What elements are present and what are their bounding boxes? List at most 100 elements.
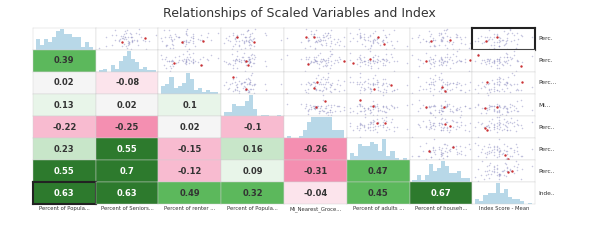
Point — [426, 80, 435, 84]
Point — [359, 109, 369, 113]
Point — [454, 151, 463, 155]
Point — [121, 37, 130, 41]
Point — [202, 36, 212, 39]
Point — [310, 55, 319, 58]
Bar — [198, 88, 202, 94]
Point — [368, 104, 377, 108]
Point — [452, 60, 462, 63]
Point — [321, 112, 331, 115]
Point — [312, 40, 322, 43]
Point — [416, 106, 425, 110]
Point — [494, 108, 504, 112]
Point — [315, 109, 325, 113]
Point — [451, 60, 461, 64]
Point — [436, 39, 446, 43]
Point — [436, 128, 446, 132]
Point — [512, 59, 522, 63]
Point — [487, 104, 496, 107]
Point — [366, 67, 376, 70]
Point — [499, 55, 508, 59]
Point — [505, 90, 515, 94]
Point — [374, 122, 383, 125]
Point — [363, 47, 373, 51]
Text: -0.04: -0.04 — [303, 189, 328, 198]
Point — [187, 36, 196, 39]
Point — [185, 38, 195, 42]
Point — [429, 43, 439, 47]
Point — [157, 39, 167, 43]
Point — [164, 59, 173, 63]
Point — [171, 61, 181, 65]
Point — [437, 56, 446, 59]
Point — [509, 49, 519, 53]
Point — [456, 41, 466, 45]
Point — [492, 163, 502, 167]
Point — [121, 29, 130, 33]
Point — [196, 63, 206, 67]
Point — [497, 152, 507, 156]
Point — [473, 83, 483, 87]
Point — [325, 35, 335, 39]
Point — [188, 58, 198, 62]
Bar — [287, 136, 291, 138]
Point — [439, 142, 448, 146]
Point — [177, 40, 187, 44]
Point — [123, 28, 132, 32]
Point — [378, 29, 388, 32]
Point — [243, 28, 253, 32]
Point — [384, 32, 393, 36]
Point — [489, 82, 499, 86]
Point — [228, 33, 238, 37]
Point — [372, 121, 382, 125]
Point — [494, 36, 504, 39]
Text: Relationships of Scaled Variables and Index: Relationships of Scaled Variables and In… — [163, 7, 435, 20]
Point — [296, 40, 306, 44]
Point — [476, 150, 486, 154]
Text: -0.26: -0.26 — [303, 145, 328, 154]
Point — [437, 117, 447, 120]
Bar — [425, 175, 429, 182]
Point — [440, 89, 450, 93]
Point — [492, 58, 502, 61]
Point — [392, 39, 402, 42]
Point — [512, 87, 521, 91]
Point — [260, 31, 269, 35]
Point — [460, 145, 470, 148]
Point — [489, 107, 499, 111]
Point — [237, 38, 246, 42]
Point — [380, 121, 390, 125]
Point — [443, 150, 452, 154]
Point — [114, 40, 124, 43]
Point — [245, 57, 254, 61]
Point — [321, 82, 330, 86]
Point — [487, 117, 497, 121]
Point — [323, 75, 332, 79]
Point — [322, 77, 331, 81]
Point — [502, 126, 512, 129]
Point — [301, 55, 311, 59]
Point — [436, 78, 446, 82]
Point — [481, 62, 490, 66]
Point — [312, 81, 322, 84]
Point — [303, 62, 313, 66]
Point — [422, 39, 431, 43]
Point — [365, 39, 374, 43]
Point — [492, 59, 502, 63]
Point — [378, 78, 388, 81]
Bar — [123, 56, 127, 72]
Point — [451, 35, 461, 39]
Point — [443, 55, 452, 59]
Point — [382, 84, 392, 88]
Point — [370, 38, 380, 42]
Bar — [374, 144, 379, 160]
Bar — [500, 193, 504, 204]
Point — [230, 58, 240, 62]
Point — [437, 57, 447, 61]
Point — [502, 82, 512, 85]
Bar — [475, 199, 480, 204]
Point — [381, 57, 390, 61]
Point — [437, 154, 446, 158]
Point — [132, 40, 142, 43]
Point — [359, 36, 369, 39]
Point — [312, 106, 322, 110]
